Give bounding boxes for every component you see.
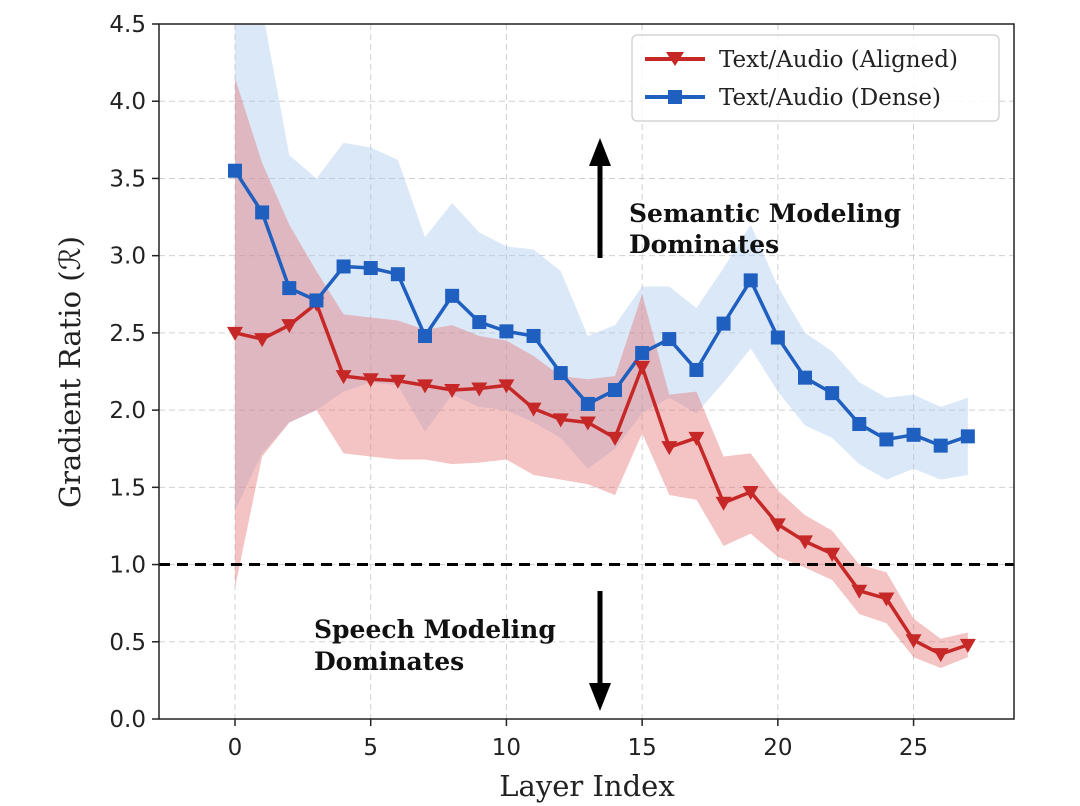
x-tick-label: 5 — [363, 735, 378, 761]
annotation-arrow-up-head — [589, 138, 611, 166]
data-point-aligned — [688, 431, 705, 446]
legend-marker-dense — [668, 90, 682, 104]
legend-marker-aligned — [666, 52, 684, 66]
confidence-band-aligned — [235, 78, 968, 669]
data-point-dense — [743, 273, 758, 288]
data-point-dense — [499, 324, 514, 339]
legend-box — [631, 34, 1000, 122]
y-tick-label: 0.5 — [109, 630, 146, 656]
x-tick-label: 20 — [763, 735, 792, 761]
data-point-dense — [418, 328, 432, 343]
data-point-aligned — [851, 584, 868, 599]
data-point-dense — [255, 205, 270, 220]
x-tick-label: 15 — [628, 735, 657, 761]
data-point-dense — [852, 417, 867, 432]
annotation-arrow-down-head — [589, 683, 611, 711]
data-point-aligned — [444, 384, 461, 399]
x-tick-label: 10 — [492, 735, 521, 761]
x-tick-label: 25 — [899, 735, 928, 761]
data-point-dense — [390, 267, 405, 282]
data-point-aligned — [742, 485, 759, 500]
data-point-dense — [282, 281, 297, 296]
data-point-dense — [770, 330, 785, 345]
x-axis-label: Layer Index — [499, 769, 674, 803]
x-tick-label: 0 — [228, 735, 243, 761]
y-tick-label: 1.0 — [109, 553, 146, 579]
series-markers — [227, 163, 976, 663]
data-point-dense — [635, 345, 650, 360]
data-point-dense — [960, 429, 975, 444]
data-point-aligned — [552, 413, 569, 428]
data-point-dense — [879, 432, 894, 447]
data-point-aligned — [878, 592, 895, 607]
y-tick-label: 3.5 — [109, 166, 146, 192]
series-line-dense — [233, 169, 969, 448]
annotation-speech-line2: Dominates — [314, 647, 464, 676]
data-point-aligned — [579, 416, 596, 431]
data-point-dense — [580, 396, 595, 411]
data-point-dense — [662, 332, 677, 347]
data-point-dense — [906, 427, 921, 442]
data-point-aligned — [389, 374, 406, 389]
y-tick-label: 3.0 — [109, 244, 146, 270]
y-tick-label: 2.0 — [109, 398, 146, 424]
y-tick-label: 1.5 — [109, 475, 146, 501]
y-tick-label: 4.0 — [109, 89, 146, 115]
data-point-aligned — [498, 379, 515, 394]
data-point-dense — [608, 383, 622, 398]
data-point-aligned — [797, 535, 813, 550]
y-tick-label: 4.5 — [109, 12, 146, 38]
annotation-semantic-line2: Dominates — [629, 230, 779, 259]
data-point-dense — [309, 293, 324, 308]
data-point-aligned — [362, 373, 379, 388]
data-point-aligned — [254, 333, 271, 348]
data-point-aligned — [417, 379, 433, 394]
data-point-dense — [526, 328, 541, 343]
data-point-aligned — [607, 431, 623, 446]
legend: Text/Audio (Aligned) Text/Audio (Dense) — [631, 34, 1000, 122]
data-point-aligned — [634, 360, 651, 375]
legend-label-dense: Text/Audio (Dense) — [719, 85, 941, 111]
data-point-aligned — [471, 382, 488, 397]
y-axis-ticks: 0.0 0.5 1.0 1.5 2.0 2.5 3.0 3.5 4.0 4.5 — [109, 12, 159, 733]
data-point-dense — [445, 288, 460, 303]
data-point-aligned — [769, 518, 786, 533]
y-axis-label: Gradient Ratio (ℛ) — [53, 236, 87, 508]
data-point-aligned — [715, 496, 732, 511]
series-line-aligned — [234, 301, 969, 656]
data-point-dense — [798, 370, 812, 385]
data-point-aligned — [959, 638, 976, 653]
x-axis-ticks: 0 5 10 15 20 25 — [228, 719, 928, 761]
data-point-aligned — [932, 648, 949, 663]
annotation-speech-line1: Speech Modeling — [314, 615, 556, 644]
data-point-aligned — [335, 370, 352, 385]
y-tick-label: 2.5 — [109, 321, 146, 347]
plot-frame — [158, 23, 1015, 720]
data-point-aligned — [227, 326, 243, 341]
data-point-aligned — [525, 402, 542, 417]
annotation-semantic-line1: Semantic Modeling — [629, 199, 901, 228]
data-point-dense — [228, 163, 242, 178]
data-point-dense — [689, 362, 704, 377]
data-point-dense — [472, 315, 487, 330]
data-point-dense — [553, 366, 568, 381]
data-point-dense — [933, 438, 948, 453]
data-point-dense — [363, 261, 378, 276]
confidence-bands — [235, 24, 968, 669]
data-point-aligned — [824, 547, 841, 562]
confidence-band-dense — [235, 24, 968, 511]
data-point-dense — [716, 316, 731, 331]
y-tick-label: 0.0 — [109, 707, 146, 733]
data-point-aligned — [281, 319, 298, 334]
data-point-dense — [336, 259, 351, 274]
data-point-dense — [825, 386, 840, 401]
annotations: Semantic Modeling Dominates Speech Model… — [314, 138, 901, 711]
data-point-aligned — [661, 441, 678, 456]
series-lines — [233, 169, 969, 656]
legend-label-aligned: Text/Audio (Aligned) — [719, 47, 958, 73]
data-point-aligned — [905, 634, 922, 649]
